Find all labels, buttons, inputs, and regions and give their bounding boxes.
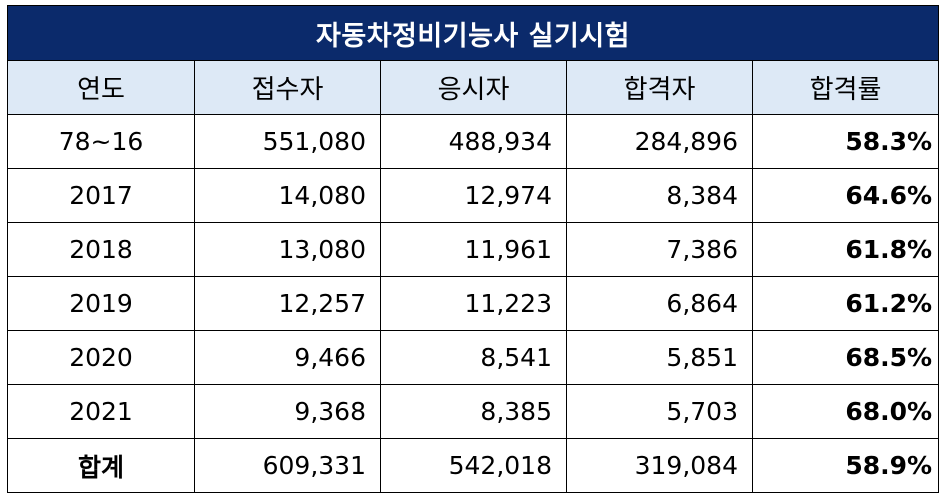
table-row: 2018 13,080 11,961 7,386 61.8% <box>7 222 940 277</box>
examinees-cell: 488,934 <box>380 114 567 169</box>
passers-cell: 5,703 <box>566 384 753 439</box>
header-year: 연도 <box>7 60 195 115</box>
table-title: 자동차정비기능사 실기시험 <box>6 5 940 61</box>
total-row: 합계 609,331 542,018 319,084 58.9% <box>7 438 940 493</box>
pass-rate-cell: 68.5% <box>751 330 940 385</box>
examinees-cell: 11,961 <box>380 222 567 277</box>
passers-cell: 5,851 <box>566 330 753 385</box>
table-row: 2020 9,466 8,541 5,851 68.5% <box>7 330 940 385</box>
examinees-cell: 11,223 <box>380 276 567 331</box>
year-cell: 78~16 <box>7 114 195 169</box>
pass-rate-cell: 58.3% <box>751 114 940 169</box>
year-cell: 2017 <box>7 168 195 223</box>
year-cell: 2020 <box>7 330 195 385</box>
examinees-cell: 12,974 <box>380 168 567 223</box>
header-passers: 합격자 <box>566 60 753 115</box>
table-row: 2021 9,368 8,385 5,703 68.0% <box>7 384 940 439</box>
applicants-cell: 9,368 <box>194 384 381 439</box>
year-cell: 2019 <box>7 276 195 331</box>
total-pass-rate: 58.9% <box>751 438 940 493</box>
pass-rate-cell: 64.6% <box>751 168 940 223</box>
title-row: 자동차정비기능사 실기시험 <box>6 5 940 61</box>
exam-statistics-table-container: 자동차정비기능사 실기시험 연도 접수자 응시자 합격자 합격률 78~16 5… <box>6 5 940 493</box>
applicants-cell: 14,080 <box>194 168 381 223</box>
passers-cell: 284,896 <box>566 114 753 169</box>
table-row: 2017 14,080 12,974 8,384 64.6% <box>7 168 940 223</box>
header-applicants: 접수자 <box>194 60 381 115</box>
applicants-cell: 13,080 <box>194 222 381 277</box>
total-examinees: 542,018 <box>380 438 567 493</box>
passers-cell: 6,864 <box>566 276 753 331</box>
pass-rate-cell: 61.2% <box>751 276 940 331</box>
header-pass-rate: 합격률 <box>751 60 940 115</box>
applicants-cell: 12,257 <box>194 276 381 331</box>
header-examinees: 응시자 <box>380 60 567 115</box>
year-cell: 2021 <box>7 384 195 439</box>
pass-rate-cell: 61.8% <box>751 222 940 277</box>
table-row: 78~16 551,080 488,934 284,896 58.3% <box>7 114 940 169</box>
applicants-cell: 551,080 <box>194 114 381 169</box>
passers-cell: 7,386 <box>566 222 753 277</box>
applicants-cell: 9,466 <box>194 330 381 385</box>
total-applicants: 609,331 <box>194 438 381 493</box>
table-row: 2019 12,257 11,223 6,864 61.2% <box>7 276 940 331</box>
examinees-cell: 8,385 <box>380 384 567 439</box>
total-label: 합계 <box>7 438 195 493</box>
year-cell: 2018 <box>7 222 195 277</box>
header-row: 연도 접수자 응시자 합격자 합격률 <box>7 60 940 115</box>
examinees-cell: 8,541 <box>380 330 567 385</box>
passers-cell: 8,384 <box>566 168 753 223</box>
total-passers: 319,084 <box>566 438 753 493</box>
pass-rate-cell: 68.0% <box>751 384 940 439</box>
exam-statistics-table: 자동차정비기능사 실기시험 연도 접수자 응시자 합격자 합격률 78~16 5… <box>6 5 940 493</box>
